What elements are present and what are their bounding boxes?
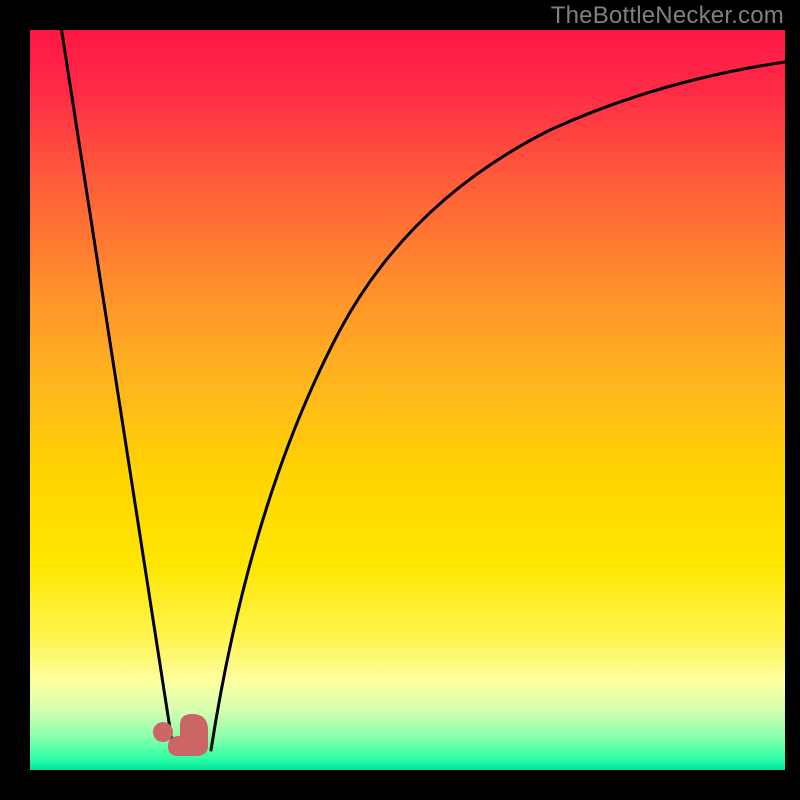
frame-border-left	[0, 0, 30, 800]
watermark-text: TheBottleNecker.com	[551, 2, 784, 30]
plot-area	[30, 30, 785, 770]
frame-border-bottom	[0, 770, 800, 800]
valley-marker-dot	[153, 722, 173, 742]
curve-overlay	[30, 30, 785, 770]
right-bottleneck-curve	[211, 58, 785, 750]
frame-border-right	[785, 0, 800, 800]
left-bottleneck-line	[60, 30, 173, 748]
valley-marker-blob	[168, 714, 208, 756]
chart-frame: TheBottleNecker.com	[0, 0, 800, 800]
